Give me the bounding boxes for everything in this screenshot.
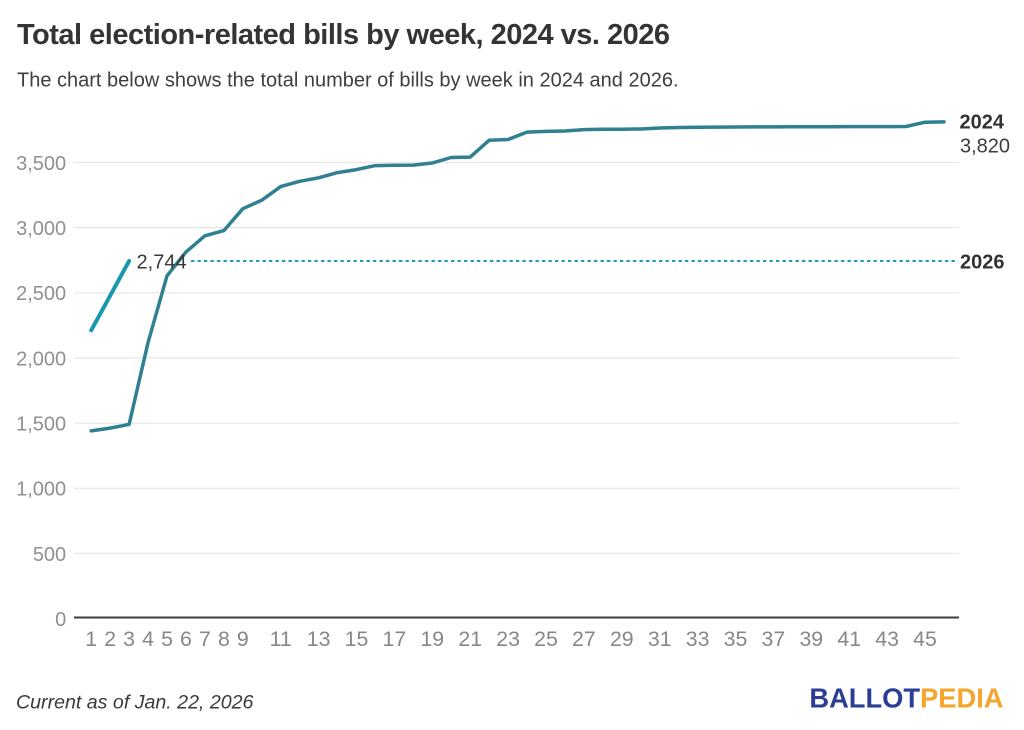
svg-text:29: 29 bbox=[610, 627, 634, 651]
svg-text:7: 7 bbox=[199, 627, 211, 651]
svg-text:Current as of Jan. 22, 2026: Current as of Jan. 22, 2026 bbox=[16, 692, 254, 714]
svg-text:6: 6 bbox=[180, 627, 192, 651]
svg-text:2024: 2024 bbox=[960, 112, 1005, 134]
svg-text:19: 19 bbox=[420, 627, 444, 651]
svg-text:0: 0 bbox=[55, 609, 66, 631]
svg-text:9: 9 bbox=[237, 627, 249, 651]
svg-text:33: 33 bbox=[686, 627, 710, 651]
svg-text:1,500: 1,500 bbox=[16, 414, 66, 436]
svg-text:2026: 2026 bbox=[960, 251, 1005, 273]
svg-text:45: 45 bbox=[913, 627, 937, 651]
svg-text:1,000: 1,000 bbox=[16, 479, 66, 501]
svg-text:41: 41 bbox=[837, 627, 861, 651]
svg-text:31: 31 bbox=[648, 627, 672, 651]
svg-text:Total election-related bills b: Total election-related bills by week, 20… bbox=[17, 19, 670, 51]
svg-text:11: 11 bbox=[270, 627, 292, 651]
svg-text:3,000: 3,000 bbox=[16, 218, 66, 240]
svg-text:25: 25 bbox=[534, 627, 558, 651]
svg-text:8: 8 bbox=[218, 627, 230, 651]
svg-text:1: 1 bbox=[85, 627, 97, 651]
svg-text:21: 21 bbox=[458, 627, 482, 651]
svg-text:2,500: 2,500 bbox=[16, 283, 66, 305]
svg-text:4: 4 bbox=[142, 627, 154, 651]
svg-text:5: 5 bbox=[161, 627, 173, 651]
svg-text:2,744: 2,744 bbox=[137, 252, 187, 274]
svg-text:The chart below shows the tota: The chart below shows the total number o… bbox=[17, 70, 679, 92]
svg-text:27: 27 bbox=[572, 627, 596, 651]
svg-text:500: 500 bbox=[33, 544, 66, 566]
svg-text:23: 23 bbox=[496, 627, 520, 651]
svg-text:3,500: 3,500 bbox=[16, 153, 66, 175]
svg-text:2,000: 2,000 bbox=[16, 348, 66, 370]
svg-text:2: 2 bbox=[104, 627, 116, 651]
svg-text:BALLOTPEDIA: BALLOTPEDIA bbox=[809, 683, 1003, 714]
svg-text:37: 37 bbox=[762, 627, 786, 651]
svg-text:3: 3 bbox=[123, 627, 135, 651]
svg-text:13: 13 bbox=[307, 627, 331, 651]
svg-text:15: 15 bbox=[345, 627, 369, 651]
svg-text:35: 35 bbox=[724, 627, 748, 651]
svg-text:43: 43 bbox=[875, 627, 899, 651]
svg-text:39: 39 bbox=[799, 627, 823, 651]
svg-text:17: 17 bbox=[383, 627, 407, 651]
svg-text:3,820: 3,820 bbox=[960, 136, 1010, 158]
